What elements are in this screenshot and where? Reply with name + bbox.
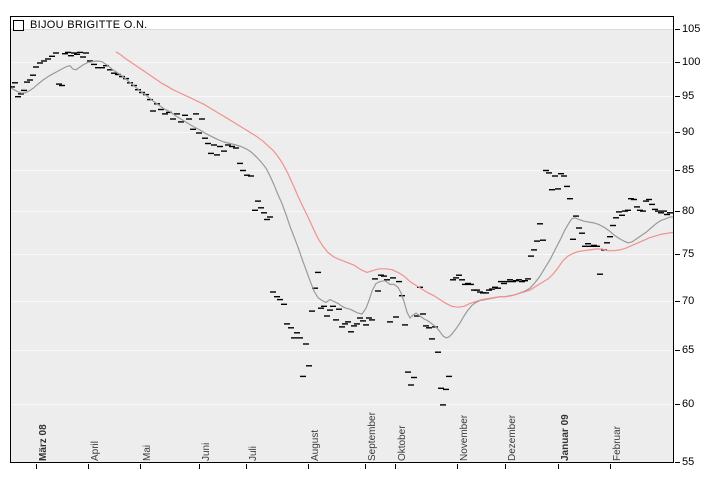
y-axis-tick xyxy=(675,404,680,405)
daily-close-marks xyxy=(10,51,673,406)
x-axis-month-label: Oktober xyxy=(397,425,408,461)
x-axis-month-label: August xyxy=(310,429,321,461)
y-axis-tick xyxy=(675,254,680,255)
gridline xyxy=(11,350,673,351)
legend-label: BIJOU BRIGITTE O.N. xyxy=(30,19,148,31)
legend: BIJOU BRIGITTE O.N. xyxy=(13,19,148,31)
y-axis-label: 60 xyxy=(682,398,695,410)
x-axis-month-label: Juni xyxy=(201,442,212,461)
x-axis-month-label: Januar 09 xyxy=(560,414,571,461)
x-axis-month-label: März 08 xyxy=(38,424,49,461)
y-axis-tick xyxy=(675,29,680,30)
gridline xyxy=(11,29,673,30)
x-axis-month-label: Februar xyxy=(612,425,623,461)
plot-area[interactable] xyxy=(10,16,674,463)
y-axis-label: 105 xyxy=(682,23,701,35)
x-axis-tick xyxy=(610,464,611,469)
y-axis-label: 80 xyxy=(682,205,695,217)
x-axis-tick xyxy=(308,464,309,469)
x-axis-tick xyxy=(88,464,89,469)
y-axis-tick xyxy=(675,62,680,63)
x-axis-tick xyxy=(395,464,396,469)
ma-line-gray xyxy=(10,60,673,339)
gridline xyxy=(11,254,673,255)
x-axis-month-label: Mai xyxy=(142,444,153,461)
gridline xyxy=(11,96,673,97)
gridline xyxy=(11,62,673,63)
gridline xyxy=(11,301,673,302)
y-axis-tick xyxy=(675,350,680,351)
y-axis-label: 85 xyxy=(682,164,695,176)
y-axis-label: 90 xyxy=(682,126,695,138)
gridline xyxy=(11,132,673,133)
x-axis-month-label: Juli xyxy=(248,445,259,461)
x-axis-tick xyxy=(365,464,366,469)
y-axis-label: 70 xyxy=(682,295,695,307)
x-axis-tick xyxy=(140,464,141,469)
y-axis-tick xyxy=(675,211,680,212)
x-axis-tick xyxy=(558,464,559,469)
ma-line-red xyxy=(115,51,674,308)
x-axis-month-label: September xyxy=(367,412,378,461)
x-axis-month-label: April xyxy=(90,440,101,461)
gridline xyxy=(11,170,673,171)
y-axis-label: 100 xyxy=(682,56,701,68)
y-axis-tick xyxy=(675,132,680,133)
series-checkbox[interactable] xyxy=(13,19,24,31)
gridline xyxy=(11,404,673,405)
y-axis-label: 75 xyxy=(682,248,695,260)
x-axis-tick xyxy=(457,464,458,469)
x-axis-tick xyxy=(246,464,247,469)
y-axis-tick xyxy=(675,301,680,302)
y-axis-label: 55 xyxy=(682,456,695,468)
x-axis-month-label: Dezember xyxy=(507,414,518,461)
y-axis-tick xyxy=(675,170,680,171)
x-axis-tick xyxy=(505,464,506,469)
y-axis-label: 95 xyxy=(682,90,695,102)
plot-border xyxy=(10,16,674,463)
y-axis-tick xyxy=(675,96,680,97)
x-axis-tick xyxy=(36,464,37,469)
legend-strip xyxy=(11,17,673,29)
x-axis-month-label: November xyxy=(459,414,470,461)
y-axis-tick xyxy=(675,462,680,463)
x-axis-tick xyxy=(199,464,200,469)
y-axis-label: 65 xyxy=(682,344,695,356)
gridline xyxy=(11,211,673,212)
